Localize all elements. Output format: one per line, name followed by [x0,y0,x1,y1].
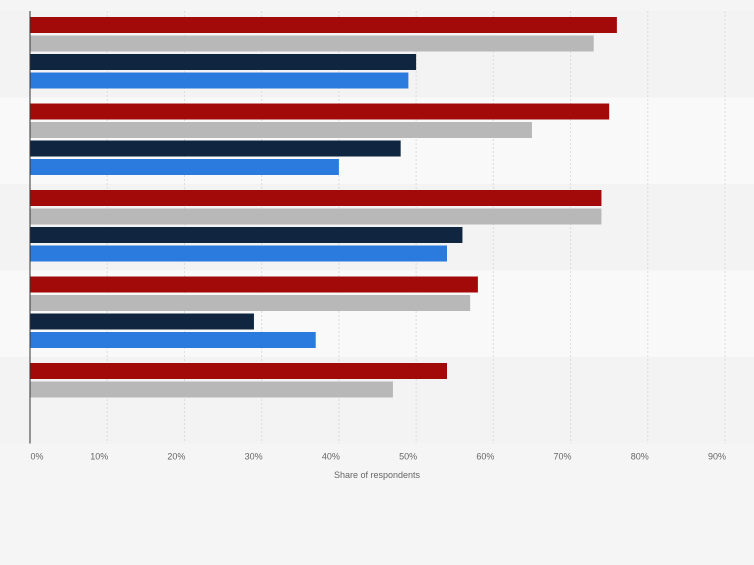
x-tick-label: 20% [167,452,185,462]
x-tick-label: 50% [399,452,417,462]
bar [30,381,393,398]
bar [30,245,447,262]
x-tick-label: 40% [322,452,340,462]
bar [30,332,316,348]
x-axis-label: Share of respondents [334,470,421,480]
x-tick-label: 70% [554,452,572,462]
x-tick-label: 10% [90,452,108,462]
bar [30,103,610,120]
bar [30,35,594,52]
x-tick-label: 90% [708,452,726,462]
bar [30,190,602,206]
x-tick-label: 60% [476,452,494,462]
bar [30,363,447,379]
bar [30,159,339,175]
bar [30,122,532,138]
bar [30,208,602,225]
bar [30,295,471,311]
bars [30,17,617,398]
bar [30,17,617,33]
x-tick-label: 80% [631,452,649,462]
x-tick-labels: 0% 10% 20% 30% 40% 50% 60% 70% 80% 90% [30,452,726,462]
bar [30,276,478,293]
x-tick-label: 30% [245,452,263,462]
bar [30,140,401,157]
bar [30,227,463,243]
bar [30,72,409,89]
bar [30,54,417,70]
x-tick-label: 0% [30,452,43,462]
bar [30,313,254,330]
